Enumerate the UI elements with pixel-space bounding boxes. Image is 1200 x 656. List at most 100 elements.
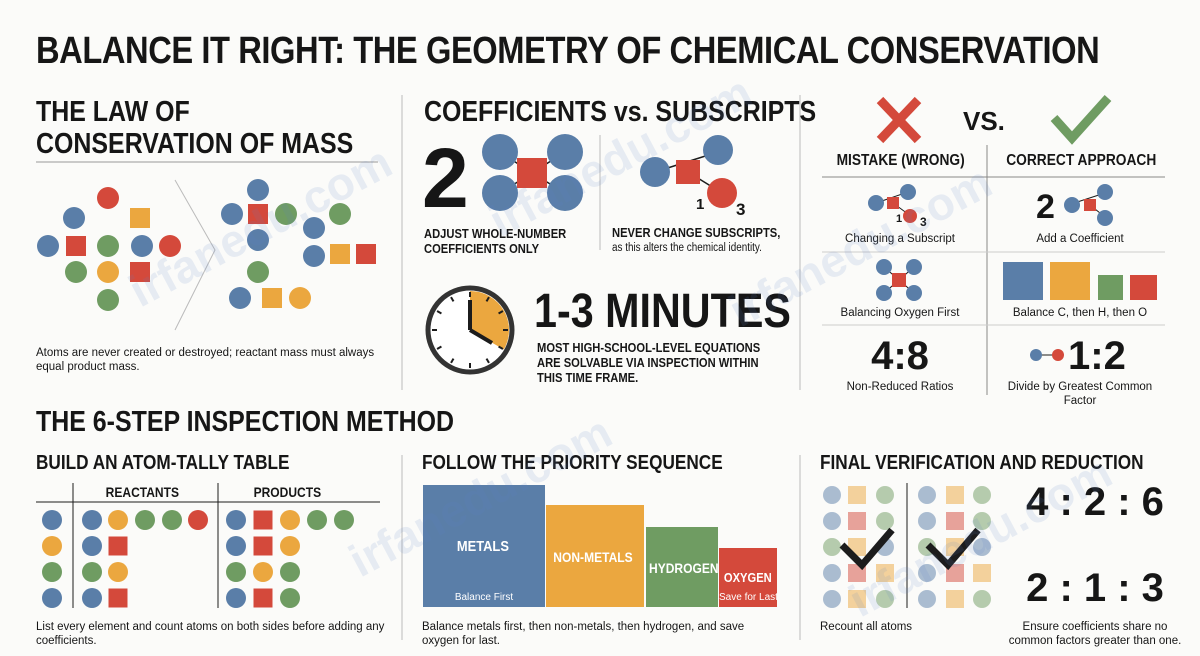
block-label: HYDROGEN [649,560,719,576]
atom [82,510,102,530]
atom [131,235,153,257]
atom [482,175,518,211]
atom [918,564,936,582]
atom [1097,184,1113,200]
title-rest: THE GEOMETRY OF CHEMICAL CONSERVATION [353,30,1100,72]
atom [82,588,102,608]
check [839,527,895,571]
atom [823,590,841,608]
atom [97,261,119,283]
tally-caption: List every element and count atoms on bo… [36,621,385,647]
atom [823,564,841,582]
priority-caption: Balance metals first, then non-metals, t… [422,621,745,647]
atom [97,235,119,257]
right-heading: CORRECT APPROACH [1006,152,1157,169]
atom [973,538,991,556]
atom-square [253,588,273,608]
atom [42,588,62,608]
clock-tick [498,345,504,350]
atom-square [1084,199,1096,211]
atom-square [330,244,350,264]
atom [162,510,182,530]
right-caption: Divide by Greatest Common Factor [1007,381,1153,407]
atom [482,134,518,170]
atom [159,235,181,257]
coeff-heading: COEFFICIENTS vs. SUBSCRIPTS [424,96,817,128]
right-caption: Add a Coefficient [1036,233,1124,245]
clock-tick [485,296,490,302]
atom-square [973,564,991,582]
atom [334,510,354,530]
atom [82,562,102,582]
atom [307,510,327,530]
clock-hand [468,328,494,345]
atom [973,590,991,608]
verification-heading: FINAL VERIFICATION AND REDUCTION [820,452,1144,474]
block-note: Balance First [454,592,514,603]
block [1098,275,1123,300]
atom [876,590,894,608]
law-caption: Atoms are never created or destroyed; re… [36,347,375,373]
wrong-caption: Non-Reduced Ratios [846,381,954,393]
atom-square [946,512,964,530]
atom [226,536,246,556]
atom [876,285,892,301]
wrong-caption: Changing a Subscript [845,233,955,245]
title: BALANCE IT RIGHT: THE GEOMETRY OF CHEMIC… [36,30,1100,73]
atom [42,510,62,530]
atom-square [253,536,273,556]
atom [973,512,991,530]
priority-heading: FOLLOW THE PRIORITY SEQUENCE [422,452,723,474]
atom [547,134,583,170]
subscript: 1 [696,196,705,213]
law-heading: THE LAW OF CONSERVATION OF MASS [36,96,354,160]
atom [876,512,894,530]
atom [247,229,269,251]
atom-square [108,536,128,556]
atom [280,536,300,556]
atom-square [946,486,964,504]
atom [918,486,936,504]
atom [707,178,737,208]
tally-heading: BUILD AN ATOM-TALLY TABLE [36,452,290,474]
atom [289,287,311,309]
vs: VS. [963,106,1005,136]
clock-tick [450,296,455,302]
atom [906,285,922,301]
atom [823,538,841,556]
atom [918,590,936,608]
atom-square [66,236,86,256]
clock-tick [436,310,442,315]
check [925,527,981,571]
atom [900,184,916,200]
subscript: 3 [736,200,746,219]
atom-square [848,486,866,504]
atom [903,209,917,223]
right-caption: Balance C, then H, then O [1012,307,1148,319]
atom [42,562,62,582]
atom [868,195,884,211]
title-bold: BALANCE IT RIGHT: [36,30,345,72]
atom [1097,210,1113,226]
coefficient: 2 [422,131,469,225]
block-label: METALS [456,538,509,555]
wrong-ratio: 4:8 [871,334,929,378]
block [546,505,644,607]
ratio-before: 4 : 2 : 6 [1026,480,1164,524]
subscript-caption-text: as this alters the chemical identity. [612,242,762,254]
wrong-subscript: 3 [920,215,927,229]
atom [108,510,128,530]
block [646,527,718,607]
atom [823,486,841,504]
atom [253,562,273,582]
atom [876,259,892,275]
block-note: Save for Last [719,592,778,603]
ratio-after: 2 : 1 : 3 [1026,566,1164,610]
atom [329,203,351,225]
check [1050,94,1112,145]
atom [226,588,246,608]
subscript-caption: NEVER CHANGE SUBSCRIPTS, as this alters t… [612,226,793,255]
atom [108,562,128,582]
block [1050,262,1090,300]
